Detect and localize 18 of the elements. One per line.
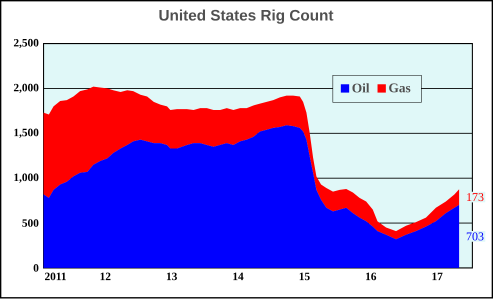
y-tick-label: 0 [34,264,38,272]
data-label: 703 [466,232,484,241]
x-tick-label: 16 [366,272,376,280]
chart-title: United States Rig Count [159,10,334,24]
y-tick-label: 500 [22,219,38,228]
legend-label: Oil [352,83,370,93]
y-tick-label: 1,500 [14,128,38,138]
legend-label: Gas [389,84,410,93]
x-tick-label: 14 [233,272,244,280]
x-tick-label: 2011 [44,272,66,280]
x-tick-label: 17 [432,272,443,280]
x-tick-label: 15 [300,272,310,280]
y-tick-label: 2,500 [14,39,38,48]
y-tick-label: 2,000 [14,84,38,94]
x-tick-label: 12 [100,272,110,280]
data-label: 173 [467,193,484,202]
y-tick-label: 1,000 [14,174,38,184]
x-tick-label: 13 [166,272,177,280]
